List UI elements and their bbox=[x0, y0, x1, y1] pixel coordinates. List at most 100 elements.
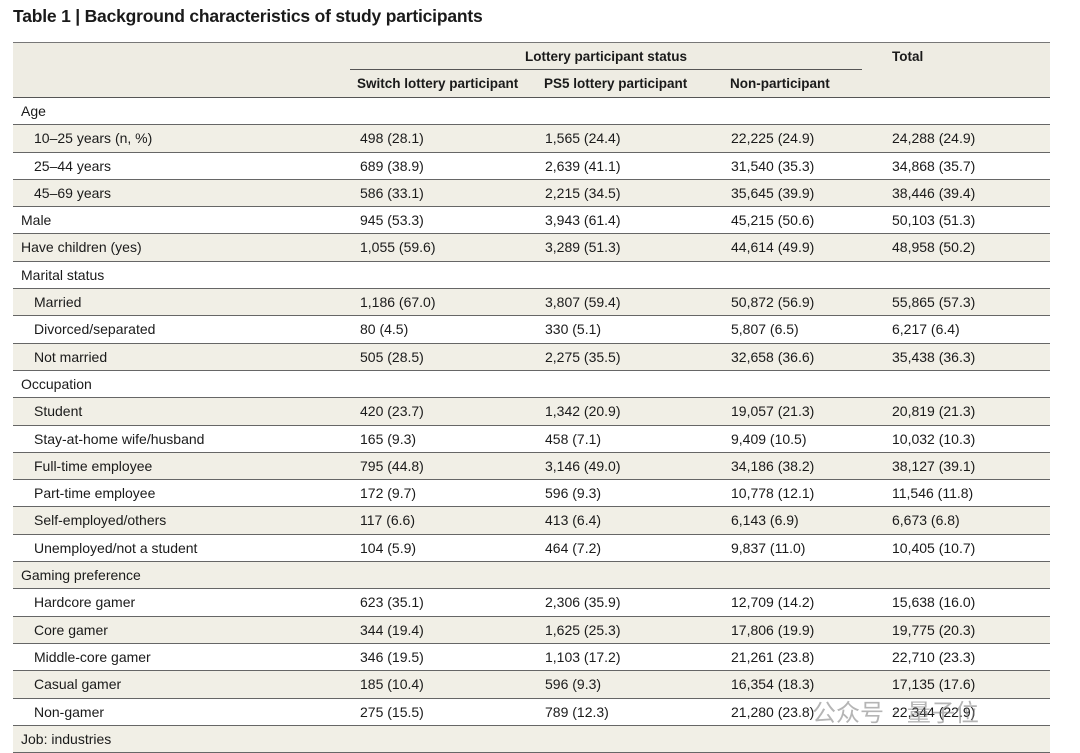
row-label: 45–69 years bbox=[34, 184, 112, 201]
table-cell: 9,837 (11.0) bbox=[731, 539, 806, 556]
table-cell: 34,186 (38.2) bbox=[731, 457, 815, 474]
table-cell: 9,409 (10.5) bbox=[731, 430, 807, 447]
row-label: 10–25 years (n, %) bbox=[34, 130, 153, 147]
table-row: 25–44 years 689 (38.9) 2,639 (41.1) 31,540 … bbox=[13, 153, 1050, 180]
table-cell: 413 (6.4) bbox=[545, 512, 602, 529]
table-cell: 17,135 (17.6) bbox=[892, 676, 976, 693]
table-cell: 24,288 (24.9) bbox=[892, 130, 976, 147]
table-cell: 50,103 (51.3) bbox=[892, 212, 976, 229]
table-cell: 50,872 (56.9) bbox=[731, 294, 815, 311]
table-cell: 330 (5.1) bbox=[545, 321, 602, 338]
table-cell: 38,127 (39.1) bbox=[892, 457, 976, 474]
row-label: Middle-core gamer bbox=[34, 648, 151, 665]
row-label: Non-gamer bbox=[34, 703, 105, 720]
table-cell: 44,614 (49.9) bbox=[731, 239, 815, 256]
table-cell: 1,625 (25.3) bbox=[545, 621, 621, 638]
table-cell: 21,261 (23.8) bbox=[731, 648, 815, 665]
row-label: Divorced/separated bbox=[34, 321, 156, 338]
table-row: Casual gamer 185 (10.4) 596 (9.3) 16,354 (1… bbox=[13, 671, 1050, 699]
table-cell: 586 (33.1) bbox=[360, 184, 424, 201]
table-row: Gaming preference bbox=[13, 562, 1050, 590]
table-cell: 2,639 (41.1) bbox=[545, 157, 621, 174]
row-label: Job: industries bbox=[21, 730, 112, 747]
table-row: Age bbox=[13, 98, 1050, 126]
table-cell: 346 (19.5) bbox=[360, 648, 424, 665]
table-cell: 22,344 (22.9) bbox=[892, 703, 976, 720]
table-row: Student 420 (23.7) 1,342 (20.9) 19,057 (21.… bbox=[13, 398, 1050, 426]
row-label: Gaming preference bbox=[21, 567, 141, 584]
table-cell: 19,775 (20.3) bbox=[892, 621, 976, 638]
row-label: Age bbox=[21, 103, 46, 119]
table-cell: 20,819 (21.3) bbox=[892, 403, 976, 420]
row-label: Have children (yes) bbox=[21, 239, 142, 256]
row-label: Self-employed/others bbox=[34, 512, 167, 529]
table-cell: 344 (19.4) bbox=[360, 621, 424, 638]
table: Lottery participant status Total Switch … bbox=[13, 42, 1050, 753]
row-label: Part-time employee bbox=[34, 485, 156, 502]
table-cell: 795 (44.8) bbox=[360, 457, 424, 474]
table-row: Middle-core gamer 346 (19.5) 1,103 (17.2) 2… bbox=[13, 644, 1050, 672]
column-header: PS5 lottery participant bbox=[544, 76, 688, 91]
table-cell: 22,225 (24.9) bbox=[731, 130, 815, 147]
table-header: Lottery participant status Total Switch … bbox=[13, 42, 1050, 98]
table-cell: 11,546 (11.8) bbox=[892, 485, 974, 502]
table-cell: 35,438 (36.3) bbox=[892, 348, 976, 365]
row-label: Student bbox=[34, 403, 83, 420]
table-row: Occupation bbox=[13, 371, 1050, 399]
table-cell: 17,806 (19.9) bbox=[731, 621, 815, 638]
table-row: Part-time employee 172 (9.7) 596 (9.3) 10,7… bbox=[13, 480, 1050, 508]
column-header: Non-participant bbox=[730, 76, 830, 91]
table-cell: 45,215 (50.6) bbox=[731, 212, 815, 229]
table-cell: 2,215 (34.5) bbox=[545, 184, 621, 201]
table-cell: 38,446 (39.4) bbox=[892, 184, 976, 201]
table-row: 10–25 years (n, %) 498 (28.1) 1,565 (24.4)… bbox=[13, 125, 1050, 153]
table-cell: 6,673 (6.8) bbox=[892, 512, 960, 529]
table-row: Job: industries bbox=[13, 725, 1050, 753]
table-row: Hardcore gamer 623 (35.1) 2,306 (35.9) 12,7… bbox=[13, 589, 1050, 617]
table-cell: 21,280 (23.8) bbox=[731, 703, 815, 720]
table-cell: 689 (38.9) bbox=[360, 157, 424, 174]
table-cell: 623 (35.1) bbox=[360, 594, 424, 611]
table-cell: 55,865 (57.3) bbox=[892, 294, 976, 311]
table-cell: 117 (6.6) bbox=[360, 512, 415, 529]
table-cell: 1,186 (67.0) bbox=[360, 294, 436, 311]
total-header: Total bbox=[892, 49, 924, 64]
table-row: Male 945 (53.3) 3,943 (61.4) 45,215 (50.6) 5… bbox=[13, 207, 1050, 235]
table-cell: 6,143 (6.9) bbox=[731, 512, 799, 529]
table-cell: 32,658 (36.6) bbox=[731, 348, 815, 365]
table-title: Table 1 | Background characteristics of … bbox=[13, 6, 483, 26]
table-cell: 498 (28.1) bbox=[360, 130, 424, 147]
table-cell: 945 (53.3) bbox=[360, 212, 424, 229]
table-cell: 165 (9.3) bbox=[360, 430, 417, 447]
table-cell: 420 (23.7) bbox=[360, 403, 424, 420]
row-label: Married bbox=[34, 294, 82, 311]
table-cell: 104 (5.9) bbox=[360, 539, 417, 556]
row-label: Not married bbox=[34, 348, 108, 365]
table-row: Self-employed/others 117 (6.6) 413 (6.4) 6,… bbox=[13, 507, 1050, 535]
table-cell: 464 (7.2) bbox=[545, 539, 602, 556]
table-row: Stay-at-home wife/husband 165 (9.3) 458 (7… bbox=[13, 426, 1050, 453]
table-cell: 16,354 (18.3) bbox=[731, 676, 815, 693]
column-header: Switch lottery participant bbox=[357, 76, 519, 91]
row-label: Full-time employee bbox=[34, 457, 153, 474]
table-cell: 275 (15.5) bbox=[360, 703, 424, 720]
table-cell: 3,289 (51.3) bbox=[545, 239, 621, 256]
row-label: Male bbox=[21, 212, 52, 229]
table-cell: 3,146 (49.0) bbox=[545, 457, 621, 474]
table-row: Marital status bbox=[13, 262, 1050, 290]
table-cell: 458 (7.1) bbox=[545, 430, 602, 447]
table-cell: 2,306 (35.9) bbox=[545, 594, 621, 611]
table-cell: 19,057 (21.3) bbox=[731, 403, 815, 420]
table-cell: 2,275 (35.5) bbox=[545, 348, 621, 365]
table-cell: 15,638 (16.0) bbox=[892, 594, 976, 611]
group-header: Lottery participant status bbox=[524, 49, 688, 64]
table-row: Core gamer 344 (19.4) 1,625 (25.3) 17,806 (… bbox=[13, 616, 1050, 644]
table-cell: 10,032 (10.3) bbox=[892, 430, 976, 447]
row-label: Marital status bbox=[21, 266, 105, 283]
table-cell: 3,807 (59.4) bbox=[545, 294, 621, 311]
table-cell: 6,217 (6.4) bbox=[892, 321, 960, 338]
row-label: Occupation bbox=[21, 375, 92, 392]
table-cell: 505 (28.5) bbox=[360, 348, 424, 365]
table-row: Non-gamer 275 (15.5) 789 (12.3) 21,280 (23.… bbox=[13, 699, 1050, 726]
